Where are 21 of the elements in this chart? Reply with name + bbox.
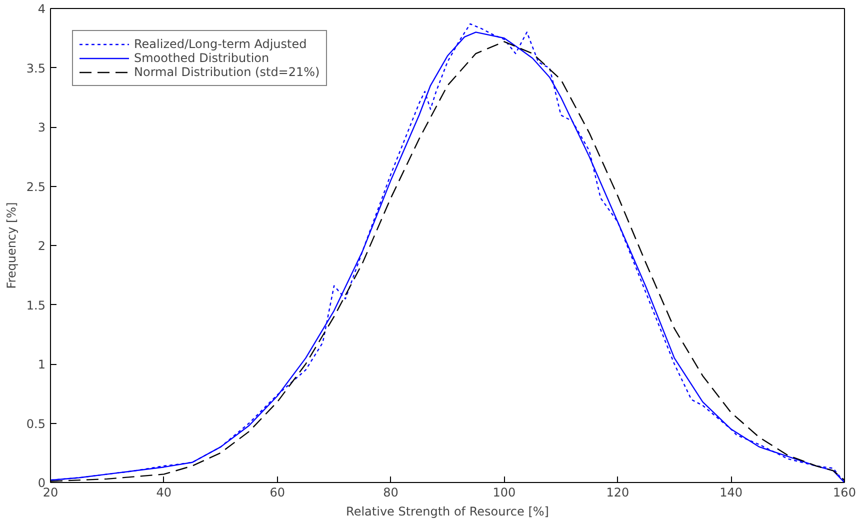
y-tick-label: 0.5: [26, 416, 46, 431]
x-tick-label: 100: [492, 486, 516, 500]
y-tick-label: 3.5: [26, 61, 46, 76]
x-tick-label: 120: [606, 486, 630, 500]
x-axis-title: Relative Strength of Resource [%]: [346, 504, 549, 518]
y-tick-label: 4: [38, 2, 46, 16]
legend-label: Smoothed Distribution: [134, 51, 270, 65]
x-tick-label: 160: [833, 486, 856, 500]
x-tick-label: 80: [383, 486, 398, 500]
x-tick-label: 40: [156, 486, 172, 500]
x-tick-label: 60: [270, 486, 286, 500]
y-tick-label: 1.5: [26, 298, 46, 312]
legend-label: Normal Distribution (std=21%): [134, 65, 320, 79]
y-tick-label: 1: [38, 358, 46, 372]
y-tick-label: 3: [38, 120, 46, 134]
y-tick-label: 2: [38, 239, 46, 253]
y-tick-label: 2.5: [26, 180, 46, 194]
x-tick-label: 20: [42, 486, 58, 500]
y-axis-title: Frequency [%]: [4, 202, 18, 289]
legend-label: Realized/Long-term Adjusted: [134, 37, 307, 51]
x-tick-label: 140: [720, 486, 743, 500]
